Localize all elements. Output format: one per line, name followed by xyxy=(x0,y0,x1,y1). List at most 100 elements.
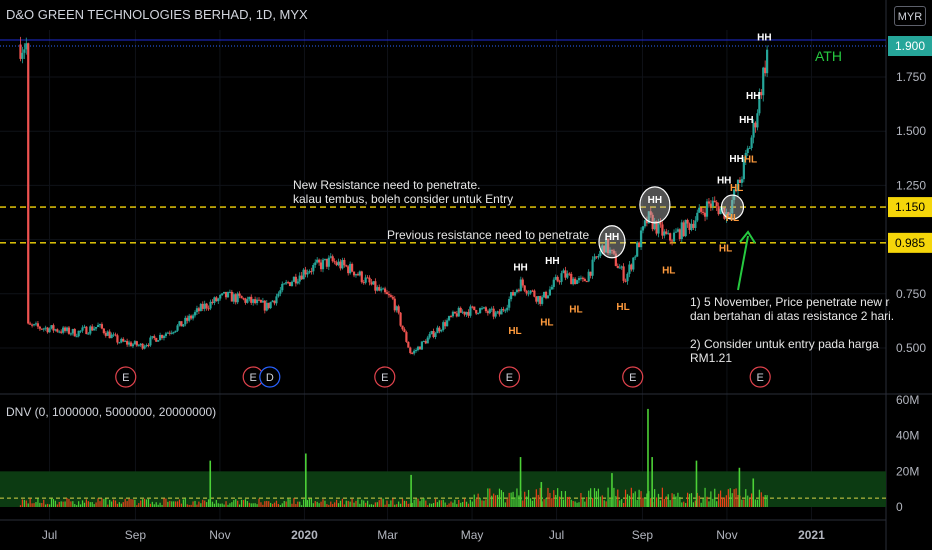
volume-bar xyxy=(264,501,266,507)
candle-body xyxy=(102,328,105,334)
volume-bar xyxy=(345,500,347,507)
candle-body xyxy=(75,336,78,338)
candle-body xyxy=(742,159,745,180)
candle-body xyxy=(399,312,402,326)
highlight-circle xyxy=(598,225,626,259)
volume-bar xyxy=(138,503,140,507)
volume-bar xyxy=(586,497,588,507)
resistance-price-badge xyxy=(888,197,932,218)
volume-bar xyxy=(423,498,425,507)
candle-body xyxy=(116,335,119,343)
volume-bar xyxy=(467,503,470,507)
volume-bar xyxy=(351,498,353,507)
volume-bar xyxy=(479,497,481,507)
candle-body xyxy=(131,344,135,347)
candle-body xyxy=(686,219,689,224)
currency-button[interactable]: MYR xyxy=(894,6,926,26)
volume-bar xyxy=(605,501,607,507)
candle-body xyxy=(217,298,220,302)
candle-body xyxy=(319,262,323,270)
volume-bar xyxy=(628,495,631,507)
candle-body xyxy=(574,278,577,284)
volume-bar xyxy=(316,501,318,507)
candle-body xyxy=(700,207,703,212)
volume-axis[interactable]: 0 20M 40M 60M xyxy=(896,393,919,514)
candle-body xyxy=(527,293,530,295)
volume-bar xyxy=(83,502,86,507)
volume-bar xyxy=(196,504,198,507)
volume-bar xyxy=(626,494,629,507)
volume-bar xyxy=(87,501,89,507)
candle-body xyxy=(682,222,685,237)
volume-bar xyxy=(706,496,708,507)
volume-bar xyxy=(702,498,704,507)
volume-bar xyxy=(215,500,217,507)
candle-body xyxy=(566,273,569,278)
candle-body xyxy=(133,341,136,345)
candle-body xyxy=(731,199,734,214)
candle-body xyxy=(665,231,668,234)
volume-bar xyxy=(322,499,324,507)
candle-body xyxy=(760,92,763,96)
candle-body xyxy=(603,245,606,253)
volume-bar xyxy=(440,500,442,507)
candle-body xyxy=(667,233,670,235)
candle-body xyxy=(73,329,76,337)
candle-body xyxy=(669,233,672,241)
candle-body xyxy=(550,286,553,290)
volume-bar xyxy=(493,493,495,507)
volume-bar xyxy=(297,501,299,507)
candle-body xyxy=(199,303,202,312)
arrow-shaft xyxy=(737,235,749,291)
candle-body xyxy=(378,287,381,291)
volume-bar xyxy=(593,488,596,507)
time-tick-label: Mar xyxy=(377,528,398,542)
volume-bar xyxy=(669,500,671,507)
volume-bar xyxy=(396,504,398,507)
candle-body xyxy=(556,276,559,282)
candle-body xyxy=(628,264,631,274)
candle-body xyxy=(356,274,360,276)
volume-bar xyxy=(719,490,722,507)
volume-bar xyxy=(708,501,710,507)
note1-line1: 1) 5 November, Price penetrate new re xyxy=(690,295,890,309)
candle-body xyxy=(508,299,511,308)
volume-bar xyxy=(225,501,227,507)
candle-body xyxy=(676,229,680,232)
volume-bar xyxy=(332,504,334,507)
candle-body xyxy=(605,238,608,253)
volume-bar xyxy=(463,498,466,507)
volume-bars xyxy=(19,408,768,507)
volume-bar xyxy=(487,488,489,507)
candle-body xyxy=(482,307,486,309)
candle-body xyxy=(273,300,276,304)
higher-low-label: HL xyxy=(719,244,732,255)
volume-bar xyxy=(339,500,342,507)
candle-body xyxy=(327,257,330,267)
volume-bar xyxy=(105,498,107,507)
volume-bar xyxy=(543,499,545,507)
higher-high-label: HH xyxy=(513,262,527,273)
volume-bar xyxy=(560,491,563,507)
volume-bar xyxy=(566,496,568,507)
candle-body xyxy=(612,250,616,254)
higher-high-label: HH xyxy=(757,32,771,43)
volume-bar xyxy=(368,504,371,507)
candle-body xyxy=(360,271,363,283)
volume-bar xyxy=(266,500,268,507)
candle-body xyxy=(354,274,358,276)
volume-bar xyxy=(646,493,648,507)
candle-body xyxy=(222,291,226,294)
volume-bar xyxy=(134,499,136,507)
earnings-marker: E xyxy=(374,366,396,388)
candle-body xyxy=(118,342,121,344)
volume-bar xyxy=(502,492,504,507)
candle-body xyxy=(190,315,193,319)
candle-body xyxy=(166,332,169,334)
candle-body xyxy=(748,148,751,150)
indicator-label[interactable]: DNV (0, 1000000, 5000000, 20000000) xyxy=(6,405,217,419)
volume-bar xyxy=(149,503,152,507)
time-axis[interactable]: Jul Sep Nov 2020 Mar May Jul Sep Nov 2021 xyxy=(42,528,825,542)
